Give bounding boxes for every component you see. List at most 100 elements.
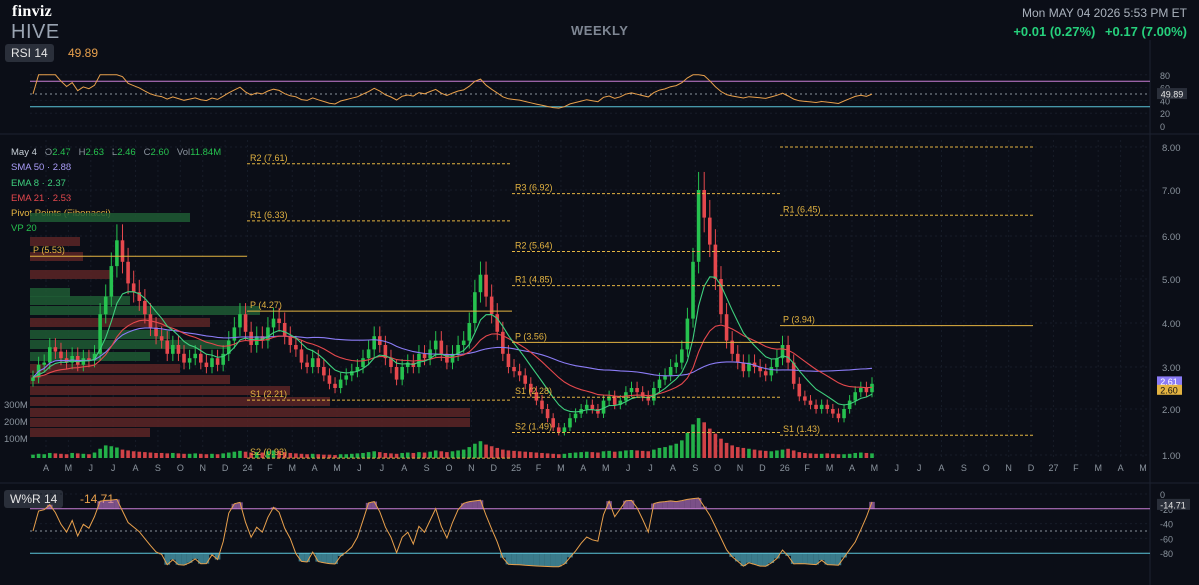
volume-bar [131,451,136,458]
candle-body [763,371,768,376]
volume-bar [691,424,695,458]
volume-bar [422,452,427,458]
candle-body [842,409,846,419]
x-tick-label: D [1028,463,1035,473]
candle-body [579,409,583,414]
candle-body [389,358,393,367]
wr-overbought-fill [623,500,629,509]
candle-body [411,362,416,367]
volume-bar [607,450,611,458]
wr-overbought-fill [606,501,612,509]
candle-body [707,217,712,245]
volume-bar [635,450,639,458]
candle-body [221,353,225,365]
wr-overbought-fill [270,507,277,509]
volume-bar [803,452,807,458]
x-tick-label: A [401,463,407,473]
volume-axis-label: 300M [4,400,28,411]
volume-bar [551,453,555,458]
volume-bar [545,453,550,458]
x-tick-label: 25 [511,463,521,473]
x-tick-label: M [557,463,565,473]
volume-bar [685,432,690,458]
volume-bar [450,451,455,458]
wr-overbought-fill [673,501,680,509]
volume-profile-bar [30,330,170,339]
candle-body [333,383,337,388]
volume-bar [109,446,114,458]
candle-body [266,327,270,341]
finviz-logo[interactable]: finviz [12,3,53,20]
x-tick-label: N [199,463,206,473]
candle-body [366,349,371,359]
wr-label-badge[interactable]: W%R 14 [4,490,64,508]
volume-bar [859,452,863,458]
candle-body [422,353,427,359]
volume-bar [81,453,86,458]
x-tick-label: A [849,463,855,473]
sma50-legend[interactable]: SMA 50 · 2.88 [11,162,72,174]
candle-body [417,353,421,367]
volume-bar [377,452,382,458]
wr-oversold-fill [555,553,562,567]
volume-bar [75,453,80,458]
x-tick-label: N [1005,463,1012,473]
candle-body [338,379,343,388]
candle-body [696,190,701,262]
volume-profile-bar [30,296,130,305]
ema8-legend[interactable]: EMA 8 · 2.37 [11,177,66,189]
close-label: C [143,147,151,158]
volume-profile-bar [30,318,210,327]
x-tick-label: A [1118,463,1124,473]
wr-oversold-fill [500,553,506,558]
volume-bar [590,452,595,458]
wr-oversold-fill [511,553,517,565]
y-tick-label: 4.00 [1162,319,1181,330]
pivot-legend[interactable]: Pivot Points (Fibonacci) [11,208,111,220]
candle-body [629,388,634,393]
candle-body [120,240,125,262]
candle-body [663,375,667,380]
volume-bar [400,452,404,458]
wr-oversold-fill [746,553,752,563]
volume-bar [540,452,544,458]
volume-bar [305,454,309,458]
vp-legend[interactable]: VP 20 [11,223,37,235]
wr-oversold-fill [533,553,540,566]
candle-body [517,371,522,376]
candle-body [540,400,544,409]
candle-body [596,409,600,414]
volume-bar [596,452,600,458]
ema21-legend[interactable]: EMA 21 · 2.53 [11,192,72,204]
open-label: O [44,147,53,158]
candle-body [797,383,802,397]
x-tick-label: M [826,463,834,473]
wr-oversold-fill [790,553,797,564]
volume-profile-bar [30,252,83,261]
volume-bar [59,453,63,458]
volume-bar [338,454,343,458]
volume-bar [187,453,192,458]
candle-body [109,266,114,297]
timeframe-label[interactable]: WEEKLY [571,23,629,38]
candle-body [825,404,830,409]
x-tick-label: J [111,463,116,473]
volume-bar [501,449,505,458]
wr-oversold-fill [785,553,791,556]
volume-bar [159,452,164,458]
wr-oversold-fill [321,553,327,563]
candle-body [59,351,63,359]
candle-body [545,409,550,419]
candle-body [143,301,147,315]
volume-profile-bar [30,375,230,384]
wr-oversold-fill [841,553,847,558]
wr-oversold-fill [505,553,512,565]
candle-body [702,190,706,218]
candle-body [657,379,662,388]
high-label: H [78,147,86,158]
candle-body [484,274,488,297]
volume-bar [512,450,516,458]
volume-bar [249,452,253,458]
volume-profile-bar [30,352,150,361]
rsi-label-badge[interactable]: RSI 14 [5,44,54,62]
